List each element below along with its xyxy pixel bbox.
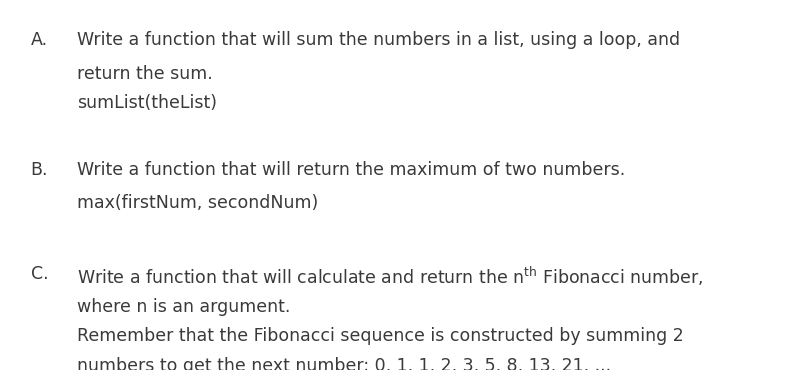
Text: B.: B.: [31, 161, 49, 179]
Text: Remember that the Fibonacci sequence is constructed by summing 2: Remember that the Fibonacci sequence is …: [77, 327, 684, 346]
Text: Write a function that will return the maximum of two numbers.: Write a function that will return the ma…: [77, 161, 625, 179]
Text: where n is an argument.: where n is an argument.: [77, 298, 290, 316]
Text: return the sum.: return the sum.: [77, 65, 213, 83]
Text: C.: C.: [31, 265, 49, 283]
Text: max(firstNum, secondNum): max(firstNum, secondNum): [77, 194, 318, 212]
Text: sumList(theList): sumList(theList): [77, 94, 217, 112]
Text: Write a function that will calculate and return the n$^{\mathregular{th}}$ Fibon: Write a function that will calculate and…: [77, 265, 703, 288]
Text: A.: A.: [31, 31, 48, 50]
Text: numbers to get the next number: 0, 1, 1, 2, 3, 5, 8, 13, 21, ...: numbers to get the next number: 0, 1, 1,…: [77, 357, 611, 370]
Text: Write a function that will sum the numbers in a list, using a loop, and: Write a function that will sum the numbe…: [77, 31, 680, 50]
